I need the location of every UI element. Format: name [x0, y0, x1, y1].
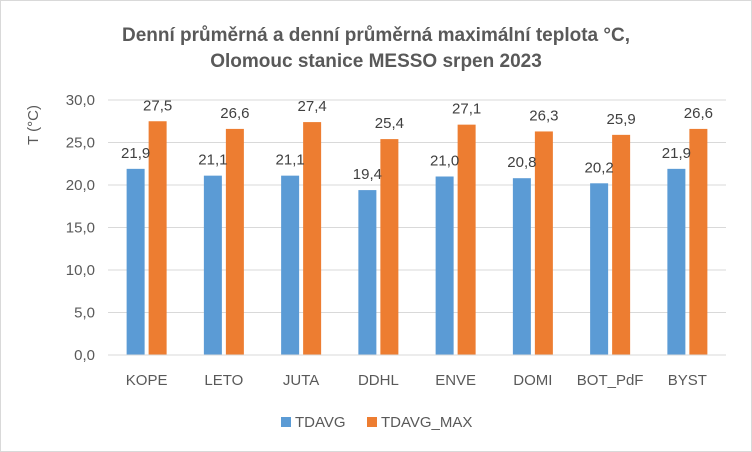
- y-tick-label: 0,0: [74, 347, 95, 364]
- bar-tdavg-max: [380, 139, 399, 355]
- data-labels: 21,9 27,5 21,1 26,6 21,1 27,4 19,4 25,4 21,0 27,1…: [121, 97, 713, 183]
- data-label: 27,5: [143, 97, 172, 114]
- bar-tdavg: [435, 176, 454, 355]
- x-tick-label: KOPE: [126, 372, 168, 389]
- legend-swatch: [367, 417, 377, 427]
- bar-tdavg-max: [689, 128, 708, 355]
- bars: [126, 121, 708, 356]
- data-label: 19,4: [353, 166, 382, 183]
- legend: TDAVG TDAVG_MAX: [281, 414, 472, 431]
- bar-tdavg-max: [457, 124, 476, 356]
- bar-tdavg: [358, 190, 377, 355]
- x-tick-label: DDHL: [358, 372, 399, 389]
- legend-label: TDAVG_MAX: [381, 414, 472, 431]
- data-label: 21,1: [276, 152, 305, 169]
- y-axis-ticks: 0,0 5,0 10,0 15,0 20,0 25,0 30,0: [66, 92, 95, 364]
- x-tick-label: LETO: [204, 372, 243, 389]
- bar-tdavg: [126, 168, 145, 355]
- x-tick-label: BOT_PdF: [577, 372, 644, 389]
- bar-tdavg-max: [612, 134, 631, 355]
- bar-tdavg: [512, 178, 531, 355]
- bar-tdavg-max: [534, 131, 553, 355]
- bar-tdavg-max: [303, 122, 322, 355]
- chart-title-line-2: Olomouc stanice MESSO srpen 2023: [210, 51, 542, 72]
- data-label: 25,9: [607, 111, 636, 128]
- x-tick-label: BYST: [668, 372, 707, 389]
- x-tick-label: JUTA: [283, 372, 319, 389]
- gridlines: [108, 99, 726, 313]
- y-tick-label: 25,0: [66, 135, 95, 152]
- y-tick-label: 10,0: [66, 262, 95, 279]
- y-tick-label: 15,0: [66, 220, 95, 237]
- bar-tdavg: [203, 175, 222, 355]
- data-label: 21,1: [198, 152, 227, 169]
- bar-tdavg: [281, 175, 300, 355]
- data-label: 20,2: [585, 159, 614, 176]
- data-label: 21,9: [121, 145, 150, 162]
- bar-tdavg: [667, 168, 686, 355]
- x-tick-label: DOMI: [513, 372, 552, 389]
- data-label: 27,1: [452, 101, 481, 118]
- data-label: 20,8: [507, 154, 536, 171]
- bar-tdavg-max: [148, 121, 167, 355]
- data-label: 26,6: [220, 105, 249, 122]
- y-axis-title: T (°C): [25, 105, 42, 145]
- data-label: 21,0: [430, 153, 459, 170]
- data-label: 26,6: [684, 105, 713, 122]
- data-label: 21,9: [662, 145, 691, 162]
- data-label: 26,3: [529, 107, 558, 124]
- x-axis-ticks: KOPE LETO JUTA DDHL ENVE DOMI BOT_PdF BYST: [126, 372, 707, 389]
- x-tick-label: ENVE: [435, 372, 476, 389]
- y-tick-label: 30,0: [66, 92, 95, 109]
- legend-label: TDAVG: [295, 414, 346, 431]
- data-label: 25,4: [375, 115, 404, 132]
- y-tick-label: 20,0: [66, 177, 95, 194]
- data-label: 27,4: [298, 98, 327, 115]
- chart-title-line-1: Denní průměrná a denní průměrná maximáln…: [122, 25, 630, 46]
- bar-tdavg: [590, 183, 609, 355]
- y-tick-label: 5,0: [74, 305, 95, 322]
- legend-swatch: [281, 417, 291, 427]
- bar-tdavg-max: [225, 128, 244, 355]
